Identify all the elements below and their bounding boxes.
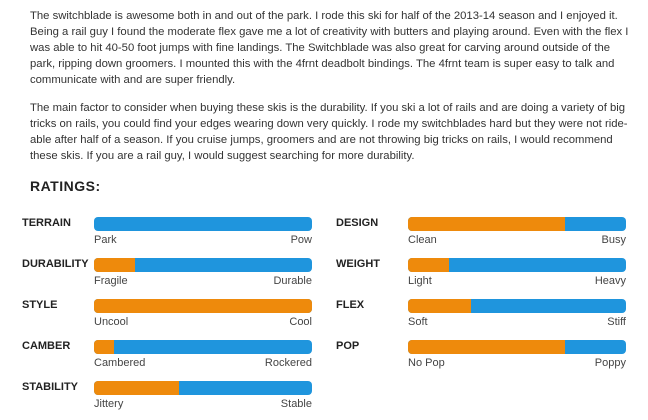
rating-bar	[94, 258, 312, 272]
rating-label: DURABILITY	[22, 258, 89, 270]
rating-scale: Park Pow	[94, 217, 312, 249]
rating-max-label: Poppy	[594, 357, 626, 369]
rating-durability: DURABILITY Fragile Durable	[22, 258, 340, 290]
rating-bar	[408, 217, 626, 231]
review-paragraph: The main factor to consider when buying …	[30, 102, 628, 162]
rating-min-label: No Pop	[408, 357, 445, 369]
rating-style: STYLE Uncool Cool	[22, 299, 340, 331]
rating-bar-fill	[408, 217, 565, 231]
rating-pop: POP No Pop Poppy	[336, 340, 648, 372]
rating-bar	[408, 299, 626, 313]
ratings-heading: RATINGS:	[30, 178, 101, 194]
rating-max-label: Busy	[601, 234, 626, 246]
rating-label: CAMBER	[22, 340, 71, 352]
rating-bar-fill	[408, 340, 565, 354]
rating-scale: Clean Busy	[408, 217, 626, 249]
rating-min-label: Light	[408, 275, 432, 287]
review-paragraph: The switchblade is awesome both in and o…	[30, 10, 629, 86]
rating-max-label: Rockered	[264, 357, 312, 369]
rating-bar-fill	[408, 258, 450, 272]
rating-bar-fill	[94, 381, 180, 395]
rating-weight: WEIGHT Light Heavy	[336, 258, 648, 290]
rating-flex: FLEX Soft Stiff	[336, 299, 648, 331]
rating-scale: Soft Stiff	[408, 299, 626, 331]
rating-bar-fill	[94, 340, 114, 354]
rating-min-label: Soft	[408, 316, 428, 328]
rating-label: POP	[336, 340, 360, 352]
rating-bar-fill	[94, 258, 136, 272]
rating-bar	[408, 340, 626, 354]
rating-min-label: Uncool	[94, 316, 129, 328]
rating-bar	[94, 340, 312, 354]
rating-design: DESIGN Clean Busy	[336, 217, 648, 249]
rating-bar-fill	[408, 299, 472, 313]
rating-max-label: Stiff	[607, 316, 626, 328]
rating-min-label: Jittery	[94, 398, 124, 410]
rating-scale: Fragile Durable	[94, 258, 312, 290]
rating-bar	[94, 381, 312, 395]
rating-max-label: Stable	[280, 398, 312, 410]
rating-terrain: TERRAIN Park Pow	[22, 217, 340, 249]
rating-scale: Jittery Stable	[94, 381, 312, 413]
rating-stability: STABILITY Jittery Stable	[22, 381, 340, 413]
rating-label: WEIGHT	[336, 258, 380, 270]
rating-bar	[94, 217, 312, 231]
rating-label: TERRAIN	[22, 217, 71, 229]
rating-bar	[408, 258, 626, 272]
rating-label: STYLE	[22, 299, 58, 311]
rating-bar	[94, 299, 312, 313]
rating-max-label: Heavy	[594, 275, 626, 287]
rating-scale: No Pop Poppy	[408, 340, 626, 372]
rating-max-label: Pow	[290, 234, 312, 246]
rating-scale: Cambered Rockered	[94, 340, 312, 372]
rating-camber: CAMBER Cambered Rockered	[22, 340, 340, 372]
rating-label: DESIGN	[336, 217, 379, 229]
rating-label: STABILITY	[22, 381, 79, 393]
rating-label: FLEX	[336, 299, 365, 311]
rating-min-label: Clean	[408, 234, 437, 246]
rating-max-label: Durable	[273, 275, 312, 287]
rating-max-label: Cool	[289, 316, 312, 328]
rating-scale: Light Heavy	[408, 258, 626, 290]
rating-scale: Uncool Cool	[94, 299, 312, 331]
review-body: The switchblade is awesome both in and o…	[30, 8, 630, 176]
rating-min-label: Park	[94, 234, 117, 246]
rating-min-label: Cambered	[94, 357, 146, 369]
rating-min-label: Fragile	[94, 275, 128, 287]
rating-bar-fill	[94, 299, 312, 313]
